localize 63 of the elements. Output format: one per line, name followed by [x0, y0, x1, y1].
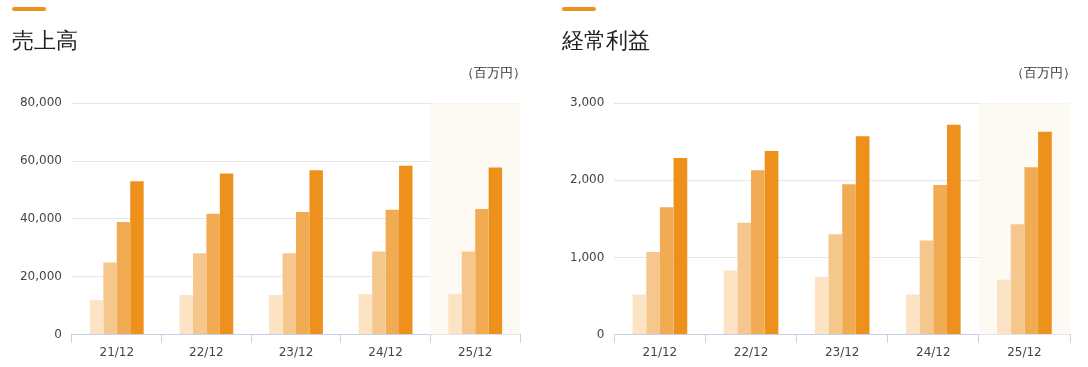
bar [385, 209, 400, 335]
bar [295, 211, 310, 335]
bar [828, 234, 843, 335]
bar [751, 170, 765, 335]
bar [130, 181, 144, 335]
bar [723, 270, 738, 335]
x-tick-label: 24/12 [368, 344, 403, 359]
bar [814, 276, 829, 335]
y-tick-label: 60,000 [19, 153, 62, 168]
bar [192, 253, 207, 335]
y-tick-label: 3,000 [569, 95, 605, 110]
y-tick-label: 80,000 [19, 95, 62, 110]
y-axis-title: （百万円） [461, 64, 526, 82]
bar [842, 184, 856, 335]
bar [997, 279, 1011, 335]
bar [309, 170, 323, 335]
bar [461, 251, 476, 335]
bar [855, 136, 870, 335]
bar [919, 240, 934, 335]
bar [946, 124, 961, 335]
bar [475, 209, 489, 335]
y-axis-title: （百万円） [1011, 64, 1076, 82]
bar [89, 300, 104, 335]
bar [659, 207, 674, 335]
bar [219, 173, 234, 335]
bar [632, 294, 647, 335]
x-tick-label: 25/12 [457, 344, 493, 359]
bar [372, 251, 386, 335]
x-tick-label: 23/12 [824, 344, 860, 359]
bar [399, 165, 413, 335]
bar [448, 294, 462, 335]
bar [116, 222, 131, 335]
bar [1024, 167, 1039, 335]
y-tick-label: 0 [596, 326, 605, 341]
bar [646, 252, 660, 335]
chart-title: 売上高 [12, 27, 78, 55]
bar [1010, 224, 1025, 335]
bar [673, 157, 688, 335]
bar [905, 294, 920, 335]
bar [358, 294, 373, 335]
bar [1038, 131, 1052, 335]
bar [282, 253, 296, 335]
y-tick-label: 1,000 [569, 249, 605, 264]
x-tick-label: 22/12 [189, 344, 224, 359]
bar [764, 151, 779, 335]
y-tick-label: 40,000 [19, 211, 62, 226]
x-tick-label: 21/12 [99, 344, 135, 359]
x-tick-label: 24/12 [916, 344, 951, 359]
bar [206, 213, 220, 335]
y-tick-label: 20,000 [19, 268, 62, 283]
bar [737, 222, 752, 335]
x-tick-label: 22/12 [733, 344, 769, 359]
chart-title: 経常利益 [562, 27, 650, 55]
y-tick-label: 0 [54, 326, 62, 341]
y-tick-label: 2,000 [569, 172, 605, 187]
bar [179, 294, 193, 335]
bar [488, 167, 503, 335]
x-tick-label: 21/12 [642, 344, 678, 359]
bar [103, 262, 117, 335]
x-tick-label: 25/12 [1007, 344, 1042, 359]
bar [269, 294, 283, 335]
x-tick-label: 23/12 [278, 344, 314, 359]
bar [933, 184, 947, 335]
